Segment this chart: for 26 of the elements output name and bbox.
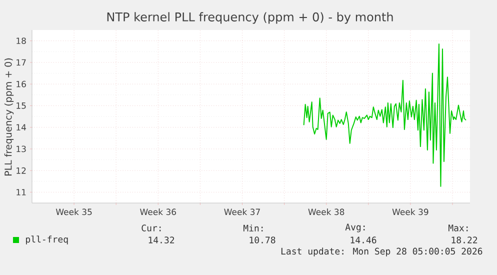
y-axis-title: PLL frequency (ppm + 0)	[4, 58, 14, 176]
text: Cur:	[142, 224, 161, 232]
y-tick-label: 14	[16, 124, 26, 130]
text: 14.32	[148, 236, 174, 244]
x-tick-label: Week 37	[224, 208, 260, 216]
x-tick-label: Week 39	[392, 208, 428, 216]
text: 18.22	[452, 236, 478, 244]
y-tick-label: 12	[16, 167, 26, 174]
x-tick-label: Week 35	[56, 208, 92, 216]
text: Avg:	[345, 224, 365, 232]
x-tick-label: Week 36	[140, 208, 176, 216]
text: 14.46	[350, 236, 376, 244]
line-series	[303, 44, 466, 187]
y-tick-label: 17	[16, 59, 26, 66]
text: Last update: Mon Sep 28 05:00:05 2026	[281, 248, 482, 256]
x-tick-label: Week 38	[308, 208, 344, 216]
y-tick-label: 18	[16, 38, 26, 44]
y-tick-label: 13	[16, 146, 26, 152]
text: Max:	[448, 224, 468, 232]
chart-title: NTP kernel PLL frequency (ppm + 0) - by month	[107, 12, 393, 24]
text: 10.78	[250, 236, 276, 244]
text: Min:	[244, 224, 263, 232]
y-tick-label: 16	[16, 80, 26, 88]
y-tick-label: 15	[16, 102, 26, 109]
legend-label: pll-freq	[26, 236, 68, 244]
y-tick-label: 11	[16, 189, 26, 196]
